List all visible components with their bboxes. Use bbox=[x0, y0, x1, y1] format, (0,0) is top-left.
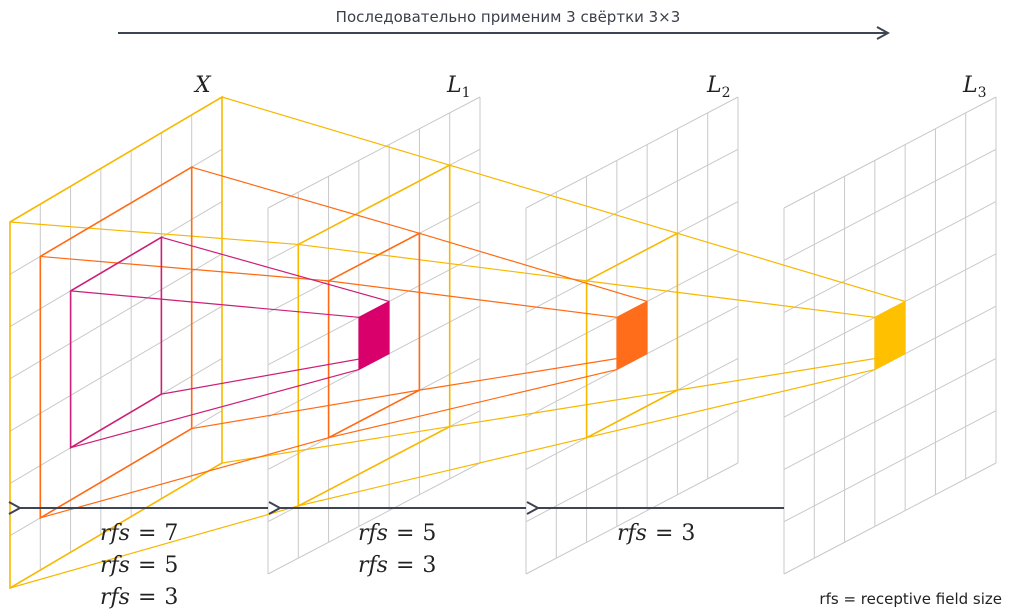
grid-line bbox=[783, 96, 997, 209]
projection-line bbox=[40, 437, 329, 519]
rfs-label: rfs = 5 bbox=[358, 521, 436, 546]
yellow-region-x bbox=[9, 95, 223, 590]
orange-region-x bbox=[39, 165, 193, 520]
magenta-region-x bbox=[69, 235, 163, 450]
grid-line bbox=[783, 201, 997, 314]
grid-line bbox=[783, 410, 997, 523]
projection-line bbox=[9, 505, 299, 589]
grid-line bbox=[9, 305, 223, 432]
projection-line bbox=[161, 236, 390, 303]
grid-line bbox=[783, 462, 997, 575]
projection-line bbox=[677, 232, 906, 303]
projection-line bbox=[40, 255, 329, 282]
projection-line bbox=[419, 232, 648, 303]
footnote: rfs = receptive field size bbox=[819, 590, 1002, 608]
magenta-output-cell bbox=[358, 300, 390, 371]
grid-line bbox=[525, 462, 739, 575]
projection-line bbox=[9, 221, 299, 246]
projection-line bbox=[70, 290, 359, 318]
projection-line bbox=[161, 353, 390, 395]
projection-line bbox=[298, 243, 587, 282]
projection-line bbox=[419, 353, 648, 391]
grid-line bbox=[267, 96, 481, 209]
projection-line bbox=[677, 353, 906, 391]
projection-line bbox=[298, 437, 587, 507]
grid-line bbox=[267, 462, 481, 575]
receptive-field-overlays bbox=[9, 95, 906, 590]
projection-line bbox=[449, 389, 678, 428]
rfs-label: rfs = 7 bbox=[100, 521, 178, 546]
layer-label-l2: L2 bbox=[706, 73, 731, 101]
rfs-label: rfs = 3 bbox=[617, 521, 695, 546]
orange-output-cell bbox=[616, 300, 648, 371]
projection-line bbox=[191, 166, 420, 234]
diagram-title: Последовательно применим 3 свёртки 3×3 bbox=[336, 8, 681, 26]
layer-grid-0 bbox=[9, 96, 223, 589]
layer-grids bbox=[9, 96, 997, 589]
projection-line bbox=[70, 368, 360, 449]
rfs-group-3: rfs = 3 bbox=[617, 521, 695, 546]
orange-projection bbox=[39, 165, 648, 520]
rfs-group-2: rfs = 5 rfs = 3 bbox=[358, 521, 436, 578]
projection-line bbox=[221, 96, 450, 166]
yellow-projection bbox=[9, 95, 906, 590]
grid-line bbox=[783, 357, 997, 470]
rfs-label: rfs = 3 bbox=[358, 553, 436, 578]
layer-label-l1: L1 bbox=[446, 73, 471, 101]
layer-label-l3: L3 bbox=[962, 73, 987, 101]
grid-line bbox=[525, 410, 739, 523]
grid-line bbox=[9, 253, 223, 380]
rfs-label: rfs = 3 bbox=[100, 585, 178, 610]
projection-line bbox=[586, 280, 875, 318]
grid-line bbox=[525, 96, 739, 209]
layer-label-x: X bbox=[193, 73, 212, 98]
projection-line bbox=[191, 389, 420, 430]
grid-line bbox=[783, 148, 997, 261]
yellow-output-cell bbox=[874, 300, 906, 371]
rfs-label: rfs = 5 bbox=[100, 553, 178, 578]
projection-line bbox=[449, 164, 678, 234]
grid-line bbox=[525, 148, 739, 261]
rfs-group-1: rfs = 7 rfs = 5 rfs = 3 bbox=[100, 521, 178, 610]
projection-line bbox=[586, 368, 875, 439]
projection-line bbox=[328, 280, 617, 318]
magenta-projection bbox=[69, 235, 390, 450]
projection-line bbox=[328, 368, 617, 439]
